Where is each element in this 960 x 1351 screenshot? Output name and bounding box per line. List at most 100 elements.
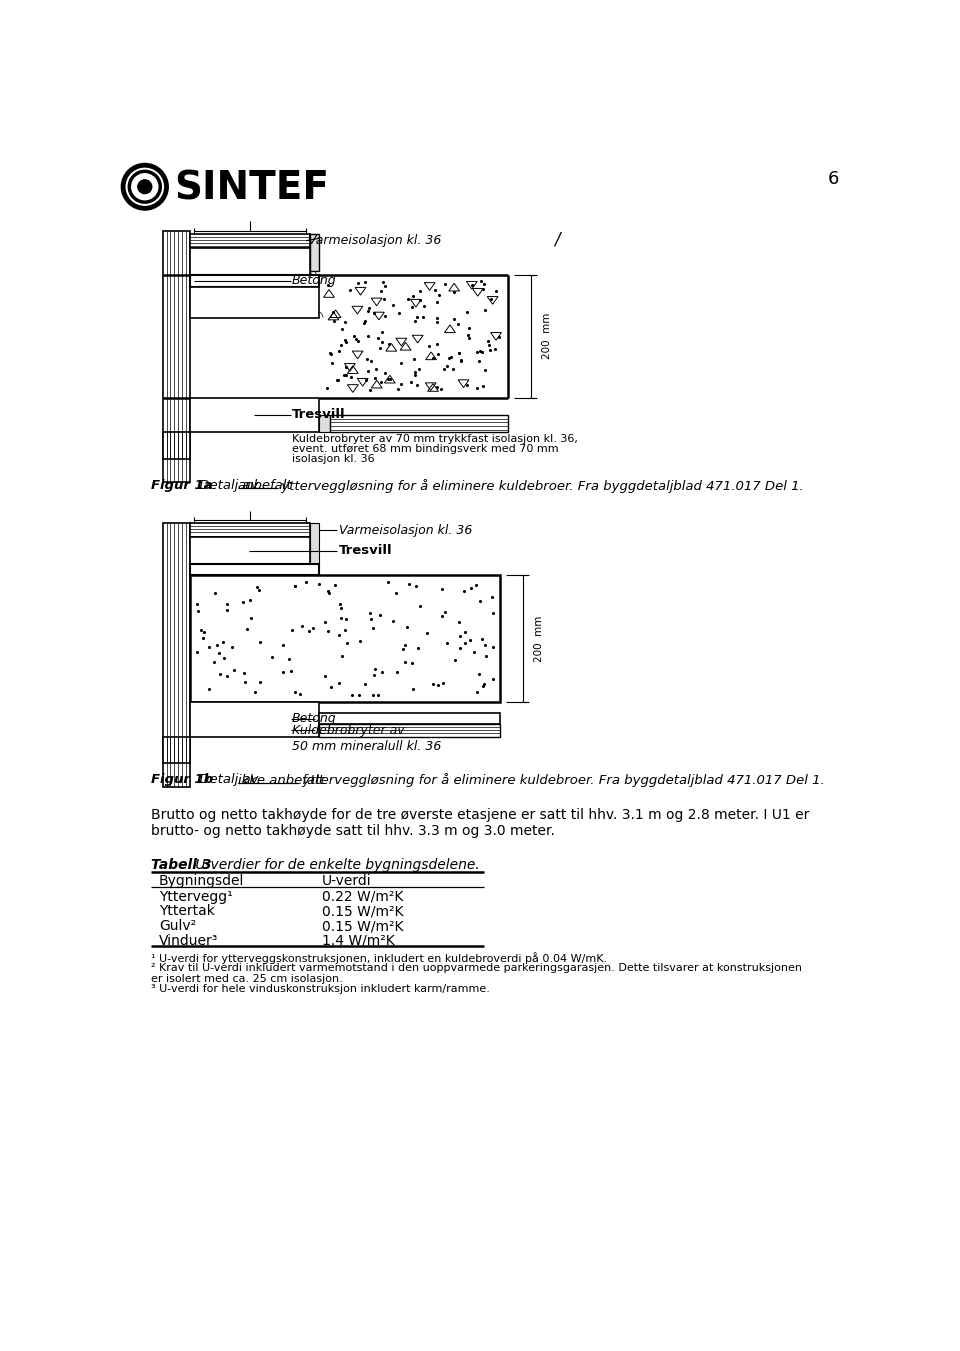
Point [485, 586, 500, 608]
Point [458, 621, 473, 643]
Point [317, 666, 332, 688]
Point [450, 313, 466, 335]
Point [238, 671, 253, 693]
Point [284, 619, 300, 640]
Point [404, 296, 420, 317]
Text: 6: 6 [828, 170, 839, 188]
Point [371, 327, 386, 349]
Point [374, 322, 390, 343]
Point [333, 334, 348, 355]
Point [339, 331, 354, 353]
Point [331, 673, 347, 694]
Text: Tresvill: Tresvill [339, 544, 393, 558]
Point [486, 667, 501, 689]
Point [352, 631, 368, 653]
Point [357, 309, 372, 331]
Point [474, 270, 490, 292]
Point [338, 328, 353, 350]
Text: Yttertak: Yttertak [158, 904, 215, 919]
Point [483, 339, 498, 361]
Point [445, 358, 461, 380]
Point [333, 597, 348, 619]
Text: event. utføret 68 mm bindingsverk med 70 mm: event. utføret 68 mm bindingsverk med 70… [292, 444, 559, 454]
Text: ³ U-verdi for hele vinduskonstruksjon inkludert karm/ramme.: ³ U-verdi for hele vinduskonstruksjon in… [151, 985, 490, 994]
Point [408, 361, 423, 382]
Point [456, 581, 471, 603]
Point [478, 644, 493, 666]
Point [324, 353, 340, 374]
Bar [190, 574, 500, 703]
Point [382, 334, 397, 355]
Text: U-verdier for de enkelte bygningsdelene.: U-verdier for de enkelte bygningsdelene. [191, 858, 480, 873]
Point [431, 674, 446, 696]
Text: Brutto og netto takhøyde for de tre øverste etasjene er satt til hhv. 3.1 m og 2: Brutto og netto takhøyde for de tre øver… [151, 808, 809, 823]
Point [362, 603, 377, 624]
Point [485, 636, 500, 658]
Point [459, 301, 474, 323]
Text: ² Krav til U-verdi inkludert varmemotstand i den uoppvarmede parkeringsgarasjen.: ² Krav til U-verdi inkludert varmemotsta… [151, 963, 802, 973]
Point [413, 289, 428, 311]
Point [464, 577, 479, 598]
Point [368, 367, 383, 389]
Point [447, 650, 463, 671]
Point [469, 340, 485, 362]
Bar [162, 736, 190, 763]
Point [444, 347, 459, 369]
Point [452, 638, 468, 659]
Point [211, 642, 227, 663]
Point [469, 681, 485, 703]
Text: anbefalt: anbefalt [238, 478, 293, 492]
Point [393, 373, 408, 394]
Bar [190, 286, 319, 317]
Point [427, 280, 443, 301]
Text: Detalj av: Detalj av [195, 478, 263, 492]
Point [311, 573, 326, 594]
Point [372, 604, 387, 626]
Point [372, 338, 388, 359]
Point [406, 347, 421, 369]
Point [338, 357, 353, 378]
Point [227, 659, 242, 681]
Point [469, 377, 485, 399]
Text: Varmeisolasjon kl. 36: Varmeisolasjon kl. 36 [339, 524, 472, 536]
Text: Detalj av: Detalj av [195, 774, 263, 786]
Point [409, 374, 424, 396]
Point [299, 571, 314, 593]
Point [340, 632, 355, 654]
Bar [319, 416, 330, 432]
Point [421, 335, 437, 357]
Point [440, 355, 455, 377]
Point [373, 280, 389, 301]
Point [225, 636, 240, 658]
Text: Yttervegg¹: Yttervegg¹ [158, 890, 232, 904]
Point [331, 369, 347, 390]
Point [377, 362, 393, 384]
Point [476, 273, 492, 295]
Point [465, 274, 480, 296]
Point [408, 576, 423, 597]
Point [364, 608, 379, 630]
Point [400, 288, 416, 309]
Point [190, 600, 205, 621]
Point [216, 647, 231, 669]
Point [305, 617, 321, 639]
Point [357, 312, 372, 334]
Point [411, 358, 426, 380]
Point [339, 365, 354, 386]
Text: 200  mm: 200 mm [534, 615, 544, 662]
Text: /: / [554, 230, 560, 249]
Point [452, 626, 468, 647]
Point [337, 311, 352, 332]
Point [382, 369, 397, 390]
Circle shape [138, 180, 152, 193]
Text: brutto- og netto takhøyde satt til hhv. 3.3 m og 3.0 meter.: brutto- og netto takhøyde satt til hhv. … [151, 824, 555, 838]
Point [377, 276, 393, 297]
Point [202, 636, 217, 658]
Point [363, 350, 378, 372]
Bar [190, 523, 310, 538]
Point [360, 326, 375, 347]
Bar [190, 234, 310, 247]
Text: ytterveggløsning for å eliminere kuldebroer. Fra byggdetaljblad 471.017 Del 1.: ytterveggløsning for å eliminere kuldebr… [299, 774, 825, 788]
Point [294, 615, 309, 636]
Point [404, 372, 420, 393]
